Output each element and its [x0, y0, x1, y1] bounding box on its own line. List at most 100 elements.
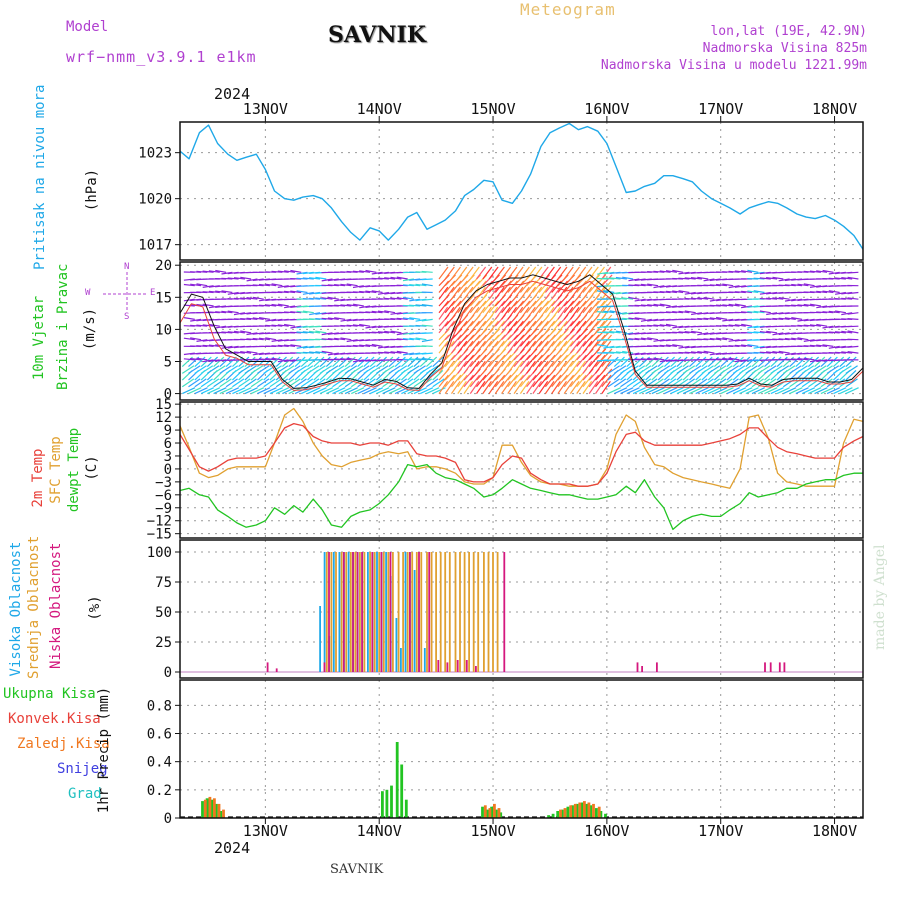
y-tick-label: 0.8	[147, 698, 172, 714]
wind-arrow	[457, 354, 468, 367]
wind-arrow	[703, 278, 715, 282]
wind-arrow	[463, 280, 475, 293]
wind-arrow	[277, 270, 289, 273]
wind-arrow	[513, 354, 525, 367]
wind-arrow	[766, 351, 778, 354]
wind-arrow	[281, 356, 294, 368]
wind-arrow	[588, 360, 599, 374]
wind-arrow	[438, 266, 449, 280]
wind-arrow	[759, 351, 771, 354]
wind-arrow	[588, 380, 599, 394]
wind-arrow	[703, 317, 715, 320]
wind-arrow	[469, 360, 480, 374]
wind-arrow	[352, 270, 364, 273]
wind-arrow	[296, 290, 308, 294]
wind-arrow	[588, 306, 599, 320]
wind-arrow	[309, 351, 321, 354]
wind-arrow	[344, 365, 358, 374]
wind-arrow	[240, 297, 252, 300]
wind-arrow	[296, 331, 308, 334]
wind-arrow	[194, 365, 207, 374]
wind-arrow	[190, 318, 202, 322]
cloud-bar	[483, 552, 485, 672]
wind-arrow	[309, 297, 321, 300]
wind-arrow	[432, 378, 445, 388]
cloud-bar	[328, 552, 330, 672]
wind-arrow	[728, 345, 740, 347]
wind-arrow	[526, 300, 537, 314]
wind-arrow	[469, 266, 480, 280]
cloud-bar	[641, 666, 643, 672]
cloud-bar	[413, 570, 416, 672]
wind-arrow	[415, 283, 427, 287]
wind-arrow	[845, 356, 857, 368]
wind-arrow	[283, 290, 296, 294]
wind-arrow	[847, 345, 859, 348]
wind-arrow	[352, 285, 364, 289]
wind-arrow	[532, 334, 544, 347]
wind-arrow	[444, 380, 455, 394]
wind-arrow	[601, 294, 613, 307]
wind-arrow	[296, 310, 308, 314]
wind-arrow	[365, 290, 377, 294]
wind-arrow	[419, 387, 434, 395]
wind-arrow	[181, 378, 195, 388]
panel-frame	[179, 679, 864, 819]
wind-arrow	[628, 338, 640, 341]
wind-arrow	[647, 357, 659, 361]
wind-arrow	[507, 320, 518, 334]
wind-arrow	[501, 320, 512, 334]
wind-arrow	[240, 318, 252, 320]
wind-arrow	[463, 286, 474, 300]
wind-arrow	[340, 324, 352, 327]
wind-arrow	[772, 312, 784, 315]
wind-arrow	[507, 354, 518, 367]
wind-arrow	[257, 378, 270, 388]
wind-arrow	[507, 286, 518, 300]
wind-arrow	[709, 284, 721, 287]
wind-arrow	[263, 378, 276, 388]
wind-arrow	[451, 306, 461, 320]
wind-arrow	[772, 332, 784, 336]
wind-arrow	[425, 356, 438, 368]
wind-arrow	[438, 286, 449, 300]
wind-arrow	[519, 320, 531, 334]
cloud-bar	[402, 552, 404, 672]
wind-arrow	[202, 359, 214, 363]
precip-bar	[604, 813, 607, 818]
wind-arrow	[444, 306, 455, 320]
wind-arrow	[595, 306, 605, 320]
wind-arrow	[576, 340, 587, 354]
wind-arrow	[233, 277, 245, 280]
wind-arrow	[784, 278, 796, 282]
wind-arrow	[309, 312, 321, 316]
wind-arrow	[715, 316, 728, 320]
wind-arrow	[302, 291, 314, 295]
wind-arrow	[315, 276, 327, 280]
wind-arrow	[609, 297, 621, 300]
wind-arrow	[582, 360, 593, 374]
wind-arrow	[482, 306, 492, 320]
wind-arrow	[703, 350, 715, 354]
wind-arrow	[206, 356, 219, 368]
wind-arrow	[595, 266, 605, 280]
wind-arrow	[569, 286, 580, 300]
wind-arrow	[678, 310, 690, 314]
wind-arrow	[772, 297, 784, 300]
wind-arrow	[801, 387, 816, 395]
wind-arrow	[501, 340, 512, 354]
wind-arrow	[469, 340, 480, 354]
precip-bar	[210, 799, 213, 818]
wind-arrow	[444, 286, 455, 300]
bottom-date-label: 17NOV	[698, 822, 744, 840]
wind-arrow	[640, 358, 652, 361]
wind-arrow	[482, 280, 493, 293]
wind-arrow	[313, 356, 325, 368]
wind-arrow	[526, 374, 537, 388]
wind-arrow	[494, 300, 506, 314]
wind-arrow	[344, 387, 358, 395]
wind-arrow	[275, 378, 289, 388]
wind-arrow	[772, 351, 784, 354]
wind-arrow	[670, 365, 683, 374]
wind-arrow	[432, 356, 444, 368]
